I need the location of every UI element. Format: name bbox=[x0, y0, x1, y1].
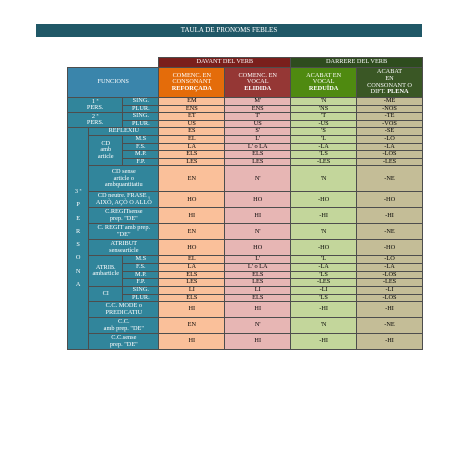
cell: -HI bbox=[290, 333, 358, 351]
cell: -HI bbox=[356, 207, 423, 225]
label-cd-sense-article: CD sense article o ambquantitatiu bbox=[88, 165, 160, 193]
cell: -LI bbox=[356, 285, 423, 295]
cell: -HO bbox=[290, 191, 358, 209]
label-ci: CI bbox=[88, 285, 124, 303]
cell: L' bbox=[224, 135, 292, 144]
cell: -LOS bbox=[356, 293, 423, 303]
label-cc-mode: C.C. MODE o PREDICATIU bbox=[88, 301, 160, 319]
header-col2: COMENC. EN VOCAL ELIDIDA bbox=[224, 67, 292, 98]
header-col4: ACABAT EN CONSONANT O DIFT. PLENA bbox=[356, 67, 423, 98]
label-plur: PLUR. bbox=[122, 293, 160, 303]
cell: -NE bbox=[356, 223, 423, 241]
group-after-verb: DARRERE DEL VERB bbox=[290, 57, 423, 68]
cell: 'N bbox=[290, 165, 358, 193]
cell: HI bbox=[158, 207, 226, 225]
label-2a-pers: 2 ª PERS. bbox=[66, 112, 124, 129]
group-before-verb: DAVANT DEL VERB bbox=[158, 57, 292, 68]
label-fp: F.P. bbox=[122, 157, 160, 167]
label-c-regit-sense: C.REGITsense prep. "DE" bbox=[88, 207, 160, 225]
label-1a-pers: 1 ª PERS. bbox=[66, 96, 124, 114]
cell: -HO bbox=[356, 191, 423, 209]
label-atribut-sense: ATRIBUT senseartícle bbox=[88, 239, 160, 257]
header-col3: ACABAT EN VOCAL REDUÏDA bbox=[290, 67, 358, 98]
label-reflexiu: REFLEXIU bbox=[88, 127, 160, 137]
label-cd-neutre: CD neutre. FRASE , AIXÒ, AÇÒ O ALLÒ bbox=[88, 191, 160, 209]
cell: -HI bbox=[356, 333, 423, 351]
label-ms: M.S bbox=[122, 135, 160, 144]
cell: -LES bbox=[356, 157, 423, 167]
cell: HI bbox=[158, 333, 226, 351]
cell: -HO bbox=[356, 239, 423, 257]
label-cc-sense: C.C.sense prep. "DE" bbox=[88, 333, 160, 351]
cell: EL bbox=[158, 135, 226, 144]
cell: 'L bbox=[290, 135, 358, 144]
cell: HI bbox=[224, 333, 292, 351]
label-c-regit-amb: C. REGIT amb prep. "DE" bbox=[88, 223, 160, 241]
cell: -HI bbox=[356, 301, 423, 319]
pronouns-table: DAVANT DEL VERB DARRERE DEL VERB FUNCION… bbox=[66, 57, 423, 351]
cell: -NE bbox=[356, 165, 423, 193]
cell: -HI bbox=[290, 301, 358, 319]
cell: HI bbox=[158, 301, 226, 319]
cell: 'N bbox=[290, 317, 358, 335]
label-3a-persona: 3 ª P E R S O N A bbox=[66, 127, 90, 351]
label-cd-amb-article: CD amb article bbox=[88, 135, 124, 167]
label-sing: SING. bbox=[122, 97, 160, 106]
cell: 'N bbox=[290, 223, 358, 241]
cell: -LES bbox=[290, 157, 358, 167]
cell: EN bbox=[158, 223, 226, 241]
cell: N' bbox=[224, 165, 292, 193]
cell: 'LS bbox=[290, 293, 358, 303]
header-funcions: FUNCIONS bbox=[66, 67, 160, 98]
cell: LES bbox=[158, 157, 226, 167]
cell: HO bbox=[224, 239, 292, 257]
cell: HO bbox=[158, 239, 226, 257]
cell: -LO bbox=[356, 135, 423, 144]
cell: HI bbox=[224, 207, 292, 225]
cell: HO bbox=[224, 191, 292, 209]
label-sing: SING. bbox=[122, 285, 160, 295]
cell: N' bbox=[224, 317, 292, 335]
cell: ELS bbox=[224, 293, 292, 303]
cell: HI bbox=[224, 301, 292, 319]
cell: 'N bbox=[290, 97, 358, 106]
table-title: TAULA DE PRONOMS FEBLES bbox=[36, 24, 422, 37]
cell: -HO bbox=[290, 239, 358, 257]
cell: M' bbox=[224, 97, 292, 106]
cell: -LI bbox=[290, 285, 358, 295]
label-cc-amb: C.C. amb prep. "DE" bbox=[88, 317, 160, 335]
cell: ELS bbox=[158, 293, 226, 303]
cell: -ME bbox=[356, 97, 423, 106]
cell: LI bbox=[158, 285, 226, 295]
cell: LES bbox=[224, 157, 292, 167]
header-col1: COMENC. EN CONSONANT REFORÇADA bbox=[158, 67, 226, 98]
cell: -NE bbox=[356, 317, 423, 335]
label-atrib-amb-article: ATRIB. ambarticle bbox=[88, 255, 124, 287]
cell: EN bbox=[158, 317, 226, 335]
cell: N' bbox=[224, 223, 292, 241]
cell: -HI bbox=[290, 207, 358, 225]
cell: LI bbox=[224, 285, 292, 295]
cell: HO bbox=[158, 191, 226, 209]
cell: EN bbox=[158, 165, 226, 193]
cell: EM bbox=[158, 97, 226, 106]
